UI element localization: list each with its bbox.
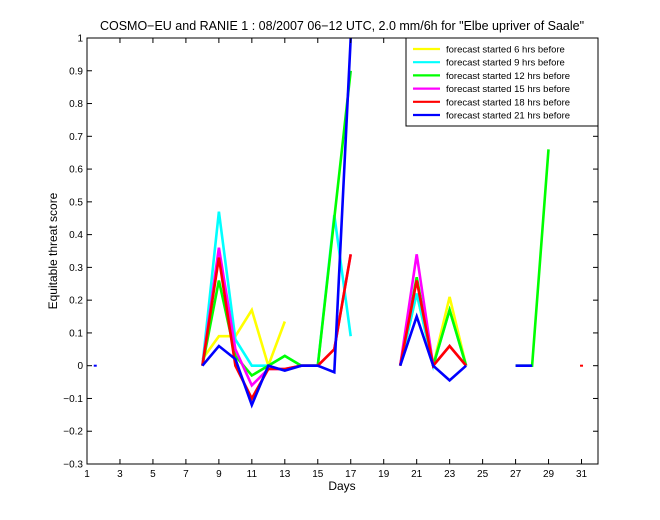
y-tick-label: 0.2 bbox=[69, 296, 83, 307]
x-tick-label: 13 bbox=[279, 469, 291, 480]
x-tick-label: 7 bbox=[183, 469, 189, 480]
chart-title: COSMO−EU and RANIE 1 : 08/2007 06−12 UTC… bbox=[100, 19, 584, 33]
x-tick-label: 21 bbox=[411, 469, 423, 480]
y-tick-label: 1 bbox=[77, 34, 83, 45]
y-tick-label: 0.8 bbox=[69, 99, 83, 110]
legend-box bbox=[405, 37, 599, 127]
legend-entry: forecast started 9 hrs before bbox=[446, 58, 565, 69]
x-tick-label: 5 bbox=[150, 469, 156, 480]
y-tick-label: 0 bbox=[77, 361, 83, 372]
y-tick-label: 0.3 bbox=[69, 263, 83, 274]
x-tick-label: 11 bbox=[247, 469, 258, 480]
x-axis-label: Days bbox=[328, 479, 355, 493]
x-tick-label: 31 bbox=[576, 469, 588, 480]
x-axis: 1 3 5 7 9 11 13 15 17 19 21 23 25 27 29 31 bbox=[84, 38, 588, 480]
y-tick-label: 0.5 bbox=[69, 197, 83, 208]
y-axis-label: Equitable threat score bbox=[46, 192, 60, 309]
x-tick-label: 19 bbox=[378, 469, 390, 480]
y-tick-label: 0.9 bbox=[69, 66, 83, 77]
x-tick-label: 15 bbox=[312, 469, 324, 480]
x-tick-label: 3 bbox=[117, 469, 123, 480]
legend-entry: forecast started 12 hrs before bbox=[446, 71, 570, 82]
x-tick-label: 17 bbox=[345, 469, 357, 480]
y-tick-label: −0.3 bbox=[63, 460, 83, 471]
series-line bbox=[398, 312, 467, 383]
plot-frame bbox=[86, 37, 599, 465]
legend-entry: forecast started 15 hrs before bbox=[446, 84, 570, 95]
x-tick-label: 29 bbox=[543, 469, 555, 480]
y-tick-label: −0.1 bbox=[63, 394, 83, 405]
legend-entry: forecast started 18 hrs before bbox=[446, 97, 570, 108]
legend: forecast started 6 hrs before forecast st… bbox=[405, 37, 599, 127]
y-tick-label: −0.2 bbox=[63, 427, 83, 438]
y-tick-label: 0.6 bbox=[69, 165, 83, 176]
y-tick-label: 0.4 bbox=[69, 230, 83, 241]
series-line bbox=[201, 37, 352, 409]
x-tick-label: 1 bbox=[84, 469, 90, 480]
y-axis: −0.3 −0.2 −0.1 0 0.1 0.2 0.3 0.4 0.5 0.6 0.7 0.8 0.9… bbox=[63, 34, 598, 471]
y-tick-label: 0.7 bbox=[69, 132, 83, 143]
series-6 bbox=[93, 37, 533, 409]
y-tick-label: 0.1 bbox=[69, 328, 83, 339]
series-layer bbox=[93, 37, 584, 409]
x-tick-label: 25 bbox=[477, 469, 489, 480]
x-tick-label: 23 bbox=[444, 469, 456, 480]
series-line bbox=[201, 306, 287, 370]
x-tick-label: 9 bbox=[216, 469, 222, 480]
legend-entry: forecast started 21 hrs before bbox=[446, 111, 570, 122]
legend-entry: forecast started 6 hrs before bbox=[446, 45, 565, 56]
x-tick-label: 27 bbox=[510, 469, 522, 480]
